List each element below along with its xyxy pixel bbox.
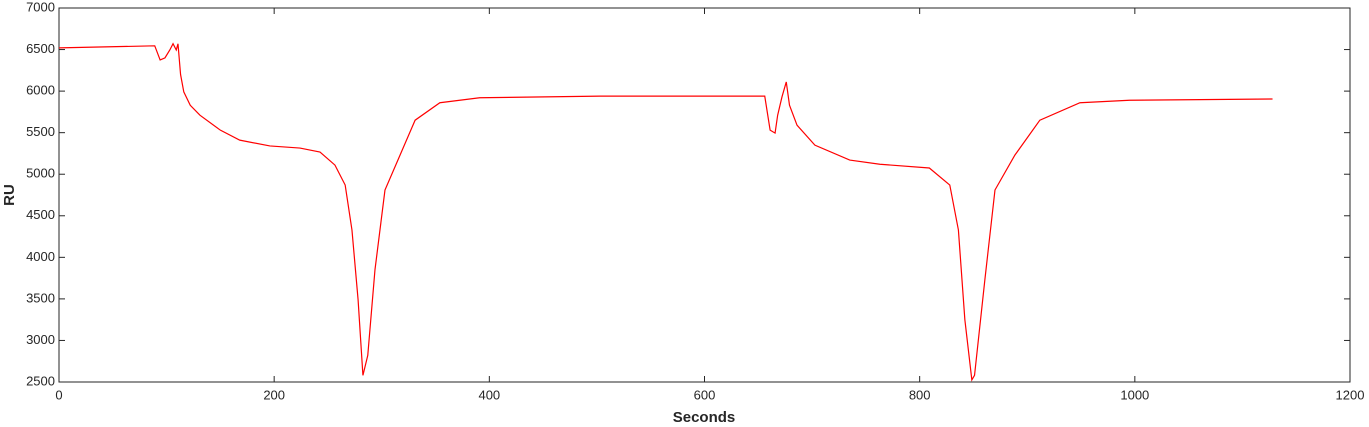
y-tick-label: 5000 bbox=[26, 166, 55, 181]
y-tick-label: 7000 bbox=[26, 0, 55, 14]
x-tick-label: 200 bbox=[263, 387, 285, 402]
data-line bbox=[58, 42, 1273, 382]
x-tick-label: 400 bbox=[478, 387, 500, 402]
plot-box bbox=[58, 7, 1351, 383]
y-tick-label: 6000 bbox=[26, 83, 55, 98]
y-axis-label: RU bbox=[1, 184, 18, 206]
y-tick-label: 3000 bbox=[26, 332, 55, 347]
x-tick-label: 1200 bbox=[1336, 387, 1365, 402]
y-tick-label: 3500 bbox=[26, 290, 55, 305]
x-tick-label: 600 bbox=[694, 387, 716, 402]
x-tick-label: 1000 bbox=[1120, 387, 1149, 402]
x-tick-label: 800 bbox=[909, 387, 931, 402]
y-tick-label: 4000 bbox=[26, 249, 55, 264]
y-tick-label: 6500 bbox=[26, 41, 55, 56]
y-tick-label: 2500 bbox=[26, 373, 55, 388]
x-axis-label: Seconds bbox=[673, 409, 736, 426]
y-tick-label: 4500 bbox=[26, 207, 55, 222]
y-tick-label: 5500 bbox=[26, 124, 55, 139]
x-tick-label: 0 bbox=[55, 387, 62, 402]
